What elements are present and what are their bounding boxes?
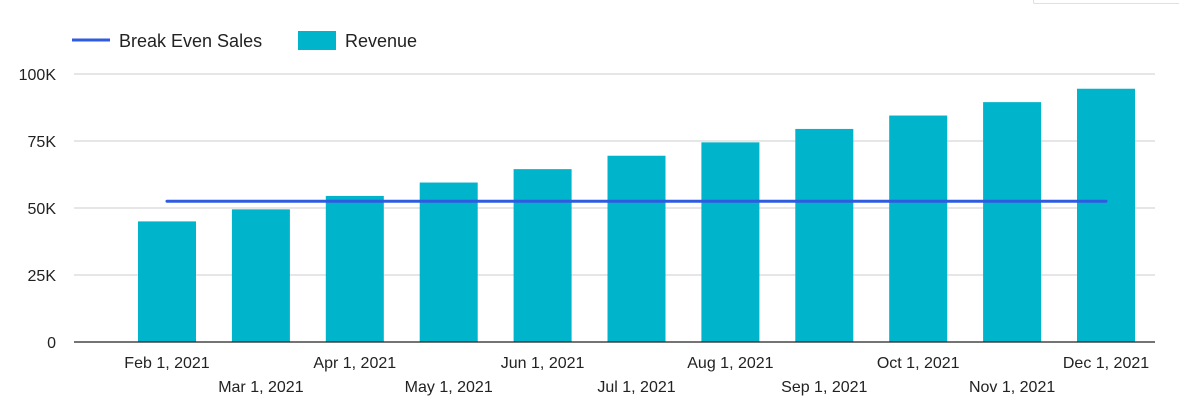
revenue-bar: [795, 128, 854, 342]
legend: Break Even Sales Revenue: [72, 31, 417, 51]
corner-tab: [1033, 0, 1179, 4]
y-tick-label: 0: [47, 335, 56, 352]
x-tick-label: Apr 1, 2021: [313, 355, 396, 372]
x-tick-label: Feb 1, 2021: [124, 355, 210, 372]
legend-revenue-label: Revenue: [345, 31, 417, 51]
revenue-bar: [325, 195, 384, 342]
legend-break-even-label: Break Even Sales: [119, 31, 262, 51]
x-tick-label: Dec 1, 2021: [1063, 355, 1149, 372]
y-tick-label: 100K: [19, 67, 57, 84]
revenue-bar: [138, 221, 196, 342]
revenue-bar: [513, 169, 572, 342]
x-tick-label: Mar 1, 2021: [218, 379, 303, 396]
y-tick-label: 75K: [28, 134, 57, 151]
revenue-bar: [231, 209, 290, 342]
revenue-bar: [419, 182, 478, 342]
revenue-bar: [1077, 88, 1135, 343]
x-tick-label: Jun 1, 2021: [501, 355, 585, 372]
y-tick-label: 50K: [28, 201, 57, 218]
revenue-bar: [701, 142, 760, 342]
x-tick-label: Aug 1, 2021: [687, 355, 773, 372]
y-tick-label: 25K: [28, 268, 57, 285]
bar-layer: [138, 88, 1135, 343]
axis-layer: 0 25K 50K 75K 100K Feb 1, 2021 Mar 1, 2021 Apr …: [19, 67, 1155, 396]
revenue-bar: [607, 155, 666, 342]
revenue-bar: [889, 115, 948, 342]
x-tick-label: Nov 1, 2021: [969, 379, 1055, 396]
legend-revenue-swatch: [298, 31, 336, 50]
x-tick-label: May 1, 2021: [405, 379, 493, 396]
x-tick-label: Sep 1, 2021: [781, 379, 867, 396]
x-tick-label: Jul 1, 2021: [597, 379, 675, 396]
revenue-bar: [983, 102, 1042, 342]
x-tick-label: Oct 1, 2021: [877, 355, 960, 372]
